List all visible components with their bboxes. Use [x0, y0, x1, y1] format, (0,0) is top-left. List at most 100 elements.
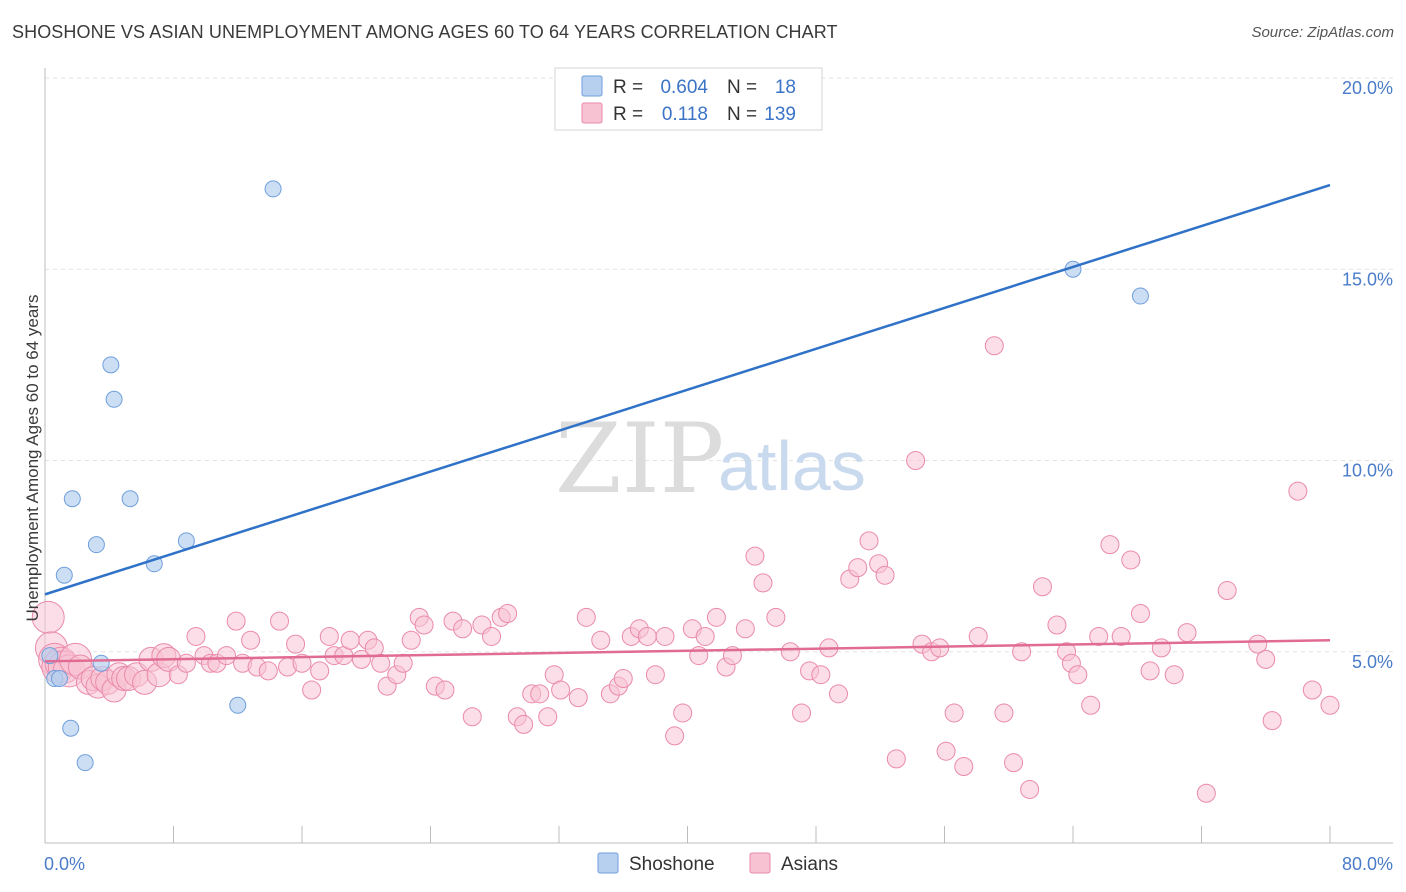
asian-point-45	[340, 630, 360, 650]
asian-point-96	[792, 703, 812, 723]
shoshone-point-15	[264, 180, 282, 198]
asian-point-113	[954, 757, 974, 776]
shoshone-point-10	[102, 356, 120, 374]
asian-point-134	[1177, 623, 1197, 643]
asian-point-100	[828, 684, 848, 704]
asian-point-93	[753, 573, 773, 593]
asian-point-59	[453, 619, 473, 639]
bottom-legend: Shoshone Asians	[597, 852, 838, 875]
asian-point-69	[538, 707, 558, 727]
asian-point-135	[1196, 783, 1216, 803]
asian-point-73	[576, 607, 596, 627]
shoshone-points	[41, 180, 1149, 772]
source-label: Source: ZipAtlas.com	[1251, 24, 1394, 41]
asian-point-52	[393, 653, 413, 673]
asian-point-116	[994, 703, 1014, 723]
asian-point-117	[1004, 753, 1024, 773]
asian-point-126	[1089, 626, 1109, 646]
asian-point-140	[1288, 481, 1308, 501]
shoshone-point-17	[1131, 287, 1149, 305]
shoshone-point-3	[55, 566, 73, 584]
asian-point-60	[462, 707, 482, 727]
shoshone-point-4	[63, 490, 81, 508]
shoshone-point-8	[92, 654, 110, 672]
asian-point-71	[551, 680, 571, 700]
shoshone-point-5	[62, 719, 80, 737]
legend-r-label-2: R =	[613, 104, 643, 125]
asian-point-125	[1081, 695, 1101, 715]
asian-point-91	[735, 619, 755, 639]
shoshone-point-2	[50, 670, 68, 688]
shoshone-point-6	[76, 754, 94, 772]
asian-point-72	[568, 688, 588, 708]
x-tick-label-min: 0.0%	[44, 854, 85, 874]
asian-point-55	[414, 615, 434, 635]
asian-point-62	[482, 626, 502, 646]
legend-n-value-1: 18	[775, 77, 796, 98]
y-tick-label-0: 5.0%	[1352, 652, 1393, 672]
asian-point-88	[706, 607, 726, 627]
shoshone-point-11	[121, 490, 139, 508]
trendlines	[44, 183, 1331, 663]
asian-point-33	[241, 630, 261, 650]
asian-point-103	[859, 531, 879, 551]
legend: R = 0.604 N = 18 R = 0.118 N = 139	[554, 67, 823, 131]
asian-point-92	[745, 546, 765, 566]
asian-point-111	[936, 741, 956, 761]
bottom-legend-swatch-shoshone	[597, 852, 619, 874]
asian-point-120	[1032, 577, 1052, 597]
asian-point-102	[848, 558, 868, 578]
asian-point-132	[1151, 638, 1171, 658]
y-axis-label: Unemployment Among Ages 60 to 64 years	[23, 295, 42, 622]
asian-point-66	[514, 714, 534, 734]
asian-point-136	[1217, 581, 1237, 601]
asian-point-124	[1068, 665, 1088, 685]
asian-point-131	[1140, 661, 1160, 681]
legend-n-value-2: 139	[764, 104, 796, 125]
axes	[44, 68, 1393, 844]
asian-point-133	[1164, 665, 1184, 685]
asian-point-87	[695, 626, 715, 646]
shoshone-point-9	[105, 390, 123, 408]
asian-point-130	[1130, 604, 1150, 623]
asian-point-53	[401, 630, 421, 650]
gridlines	[45, 77, 1393, 653]
asian-point-115	[984, 336, 1004, 356]
asian-point-107	[906, 451, 926, 470]
asian-point-142	[1320, 695, 1340, 715]
asian-point-35	[258, 661, 278, 681]
y-tick-label-3: 20.0%	[1342, 78, 1393, 98]
legend-r-value-1: 0.604	[660, 77, 708, 98]
asian-point-82	[655, 626, 675, 646]
chart-title: SHOSHONE VS ASIAN UNEMPLOYMENT AMONG AGE…	[12, 22, 838, 42]
asian-point-119	[1020, 779, 1040, 799]
asian-point-80	[637, 626, 657, 646]
asian-point-77	[613, 669, 633, 689]
legend-swatch-asians	[581, 102, 603, 124]
asian-point-64	[498, 604, 518, 623]
asian-point-83	[665, 726, 685, 746]
asian-point-137	[1248, 634, 1268, 654]
bottom-legend-label-asians: Asians	[781, 854, 838, 875]
asian-point-42	[319, 626, 339, 646]
asian-point-49	[371, 653, 391, 673]
asian-point-127	[1100, 535, 1120, 555]
legend-swatch-shoshone	[581, 75, 603, 97]
y-tick-label-2: 15.0%	[1342, 269, 1393, 289]
asian-point-74	[591, 630, 611, 650]
asian-point-128	[1111, 626, 1131, 646]
asian-point-95	[780, 642, 800, 662]
shoshone-point-14	[229, 696, 247, 714]
asian-point-25	[176, 653, 196, 673]
asian-point-114	[968, 626, 988, 646]
asians-trend-line	[44, 639, 1331, 663]
asian-point-112	[944, 703, 964, 723]
bottom-legend-swatch-asians	[749, 852, 771, 874]
legend-n-label-1: N =	[727, 77, 757, 98]
asian-point-81	[645, 665, 665, 685]
y-tick-labels: 5.0% 10.0% 15.0% 20.0%	[1342, 78, 1393, 672]
asian-point-105	[875, 565, 895, 585]
asian-point-141	[1302, 680, 1322, 700]
y-tick-label-1: 10.0%	[1342, 461, 1393, 481]
